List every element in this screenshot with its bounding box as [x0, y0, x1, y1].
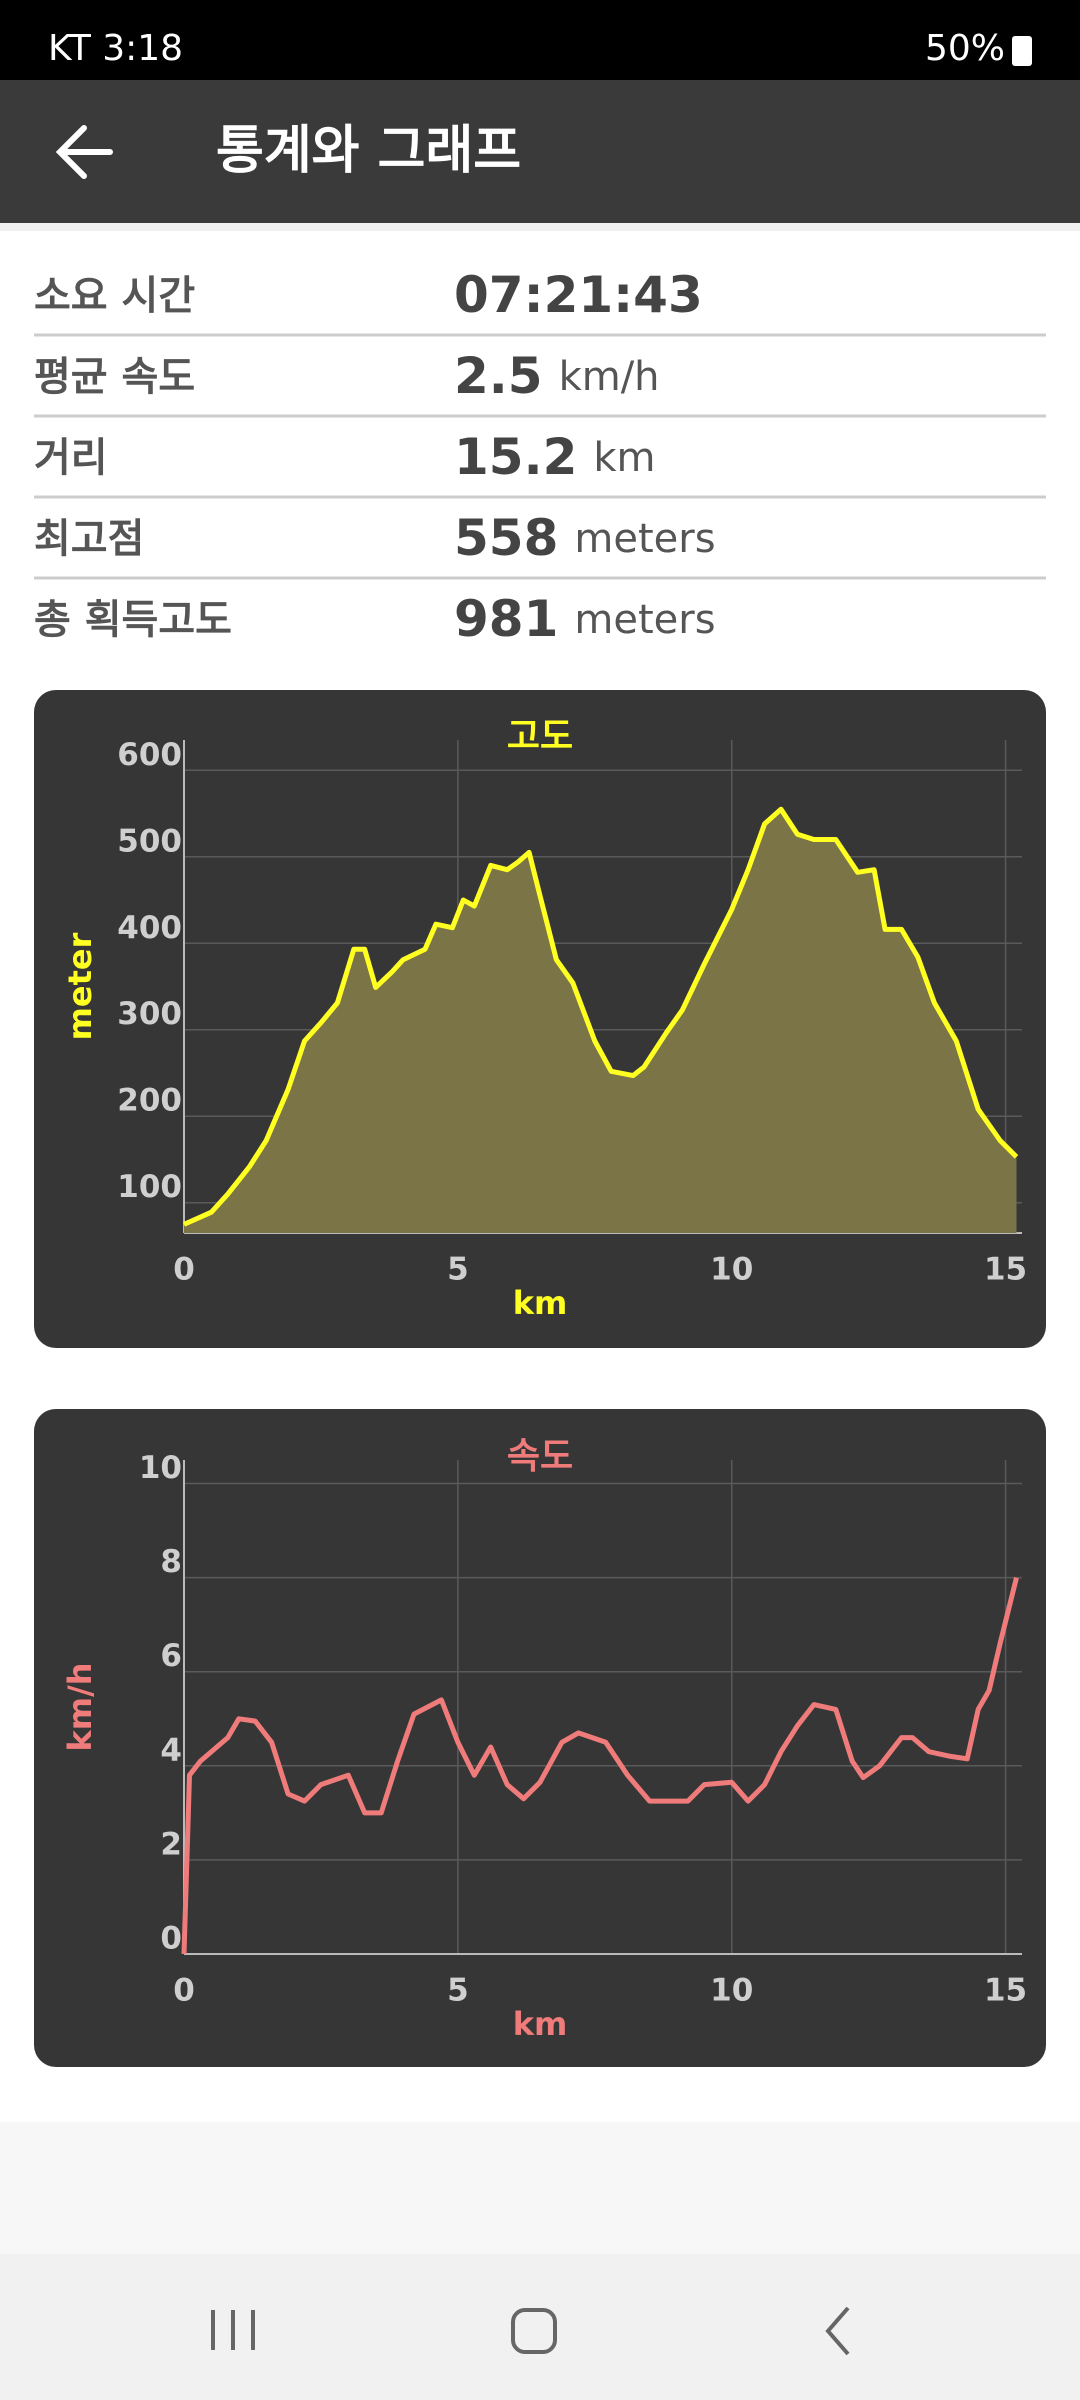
- stats-table: 소요 시간 07:21:43 평균 속도 2.5 km/h 거리 15.2 km 최고점 558 m…: [34, 266, 1046, 648]
- y-tick-label: 0: [160, 1921, 182, 1957]
- y-tick-label: 2: [160, 1826, 182, 1862]
- y-tick-label: 600: [117, 737, 182, 773]
- y-tick-label: 6: [160, 1638, 182, 1674]
- line: [181, 1576, 1019, 1955]
- y-tick-label: 400: [117, 910, 182, 946]
- y-tick-label: 200: [117, 1083, 182, 1119]
- battery-text: 50%: [925, 28, 1005, 69]
- stat-unit: meters: [574, 516, 715, 562]
- line: [182, 806, 1019, 1227]
- x-tick-label: 10: [710, 1973, 753, 2009]
- stat-value: 2.5: [454, 347, 543, 405]
- x-axis-label: km: [513, 2005, 568, 2043]
- y-tick-label: 10: [139, 1450, 182, 1486]
- stat-label: 총 획득고도: [34, 597, 232, 643]
- app-bar: [0, 80, 1080, 223]
- stat-value-line: 07:21:43: [454, 266, 703, 324]
- x-tick-label: 15: [984, 1252, 1027, 1288]
- stat-label: 최고점: [34, 516, 144, 562]
- y-tick-label: 500: [117, 823, 182, 859]
- x-tick-label: 15: [984, 1973, 1027, 2009]
- stat-value-line: 15.2 km: [454, 428, 656, 486]
- x-tick-label: 0: [173, 1973, 195, 2009]
- recent-button[interactable]: [211, 2310, 255, 2350]
- stat-value-line: 558 meters: [454, 509, 716, 567]
- stat-value-line: 2.5 km/h: [454, 347, 660, 405]
- y-tick-label: 8: [160, 1544, 182, 1580]
- stat-label: 소요 시간: [34, 273, 195, 319]
- stat-value: 07:21:43: [454, 266, 703, 324]
- shadow: [0, 223, 1080, 231]
- chart-card: [34, 1409, 1046, 2067]
- stat-value-line: 981 meters: [454, 590, 716, 648]
- stat-label: 평균 속도: [34, 354, 195, 400]
- x-tick-label: 0: [173, 1252, 195, 1288]
- app-title: 통계와 그래프: [216, 121, 521, 181]
- chart-title: 고도: [507, 716, 573, 757]
- x-tick-label: 5: [447, 1252, 469, 1288]
- y-axis-label: km/h: [61, 1662, 99, 1751]
- stat-value: 981: [454, 590, 558, 648]
- battery-icon: [1012, 36, 1032, 66]
- stat-unit: km: [593, 435, 655, 481]
- spacer: [0, 2122, 1080, 2254]
- y-tick-label: 100: [117, 1169, 182, 1205]
- y-tick-label: 300: [117, 996, 182, 1032]
- stat-unit: km/h: [559, 354, 660, 400]
- y-axis-label: meter: [61, 932, 99, 1040]
- x-axis-label: km: [513, 1284, 568, 1322]
- back-button[interactable]: [55, 125, 113, 179]
- home-button[interactable]: [511, 2308, 557, 2354]
- area: [184, 809, 1017, 1233]
- x-tick-label: 10: [710, 1252, 753, 1288]
- status-left: KT 3:18: [48, 28, 183, 69]
- nav-bar: [0, 2254, 1080, 2400]
- back-nav-button[interactable]: [825, 2306, 850, 2356]
- stat-label: 거리: [34, 435, 108, 481]
- chart-title: 속도: [507, 1436, 573, 1477]
- x-tick-label: 5: [447, 1973, 469, 2009]
- stat-unit: meters: [574, 597, 715, 643]
- status-bar: [0, 0, 1080, 80]
- stat-value: 15.2: [454, 428, 577, 486]
- y-tick-label: 4: [160, 1732, 182, 1768]
- stat-value: 558: [454, 509, 558, 567]
